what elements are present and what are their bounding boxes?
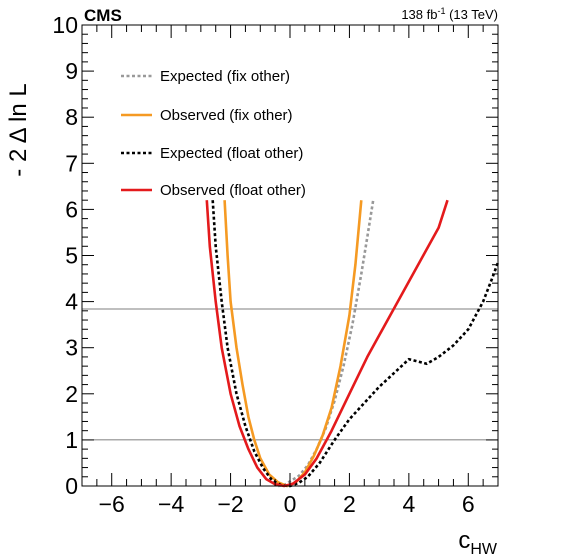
x-tick-label: 4 <box>402 491 415 517</box>
x-tick-label: 2 <box>343 491 356 517</box>
legend-label-3: Observed (float other) <box>160 182 306 199</box>
reference-lines <box>82 308 498 441</box>
y-tick-label: 0 <box>65 473 78 499</box>
lumi-exponent: -1 <box>437 6 445 16</box>
lumi-value: 138 fb <box>401 7 437 22</box>
y-tick-label: 10 <box>52 12 78 38</box>
experiment-label: CMS <box>84 6 122 25</box>
x-tick-label: 0 <box>284 491 297 517</box>
y-tick-label: 9 <box>65 58 78 84</box>
legend: Expected (fix other) Observed (fix other)… <box>121 68 306 199</box>
x-axis-title-main: c <box>458 527 470 554</box>
legend-label-0: Expected (fix other) <box>160 68 290 85</box>
luminosity-label: 138 fb-1 (13 TeV) <box>401 6 498 22</box>
series-line-3 <box>205 199 449 488</box>
x-axis-title-sub: HW <box>470 541 498 558</box>
plot-background <box>82 25 498 486</box>
x-tick-label: −6 <box>99 491 125 517</box>
y-tick-label: 2 <box>65 381 78 407</box>
y-tick-label: 4 <box>65 289 78 315</box>
legend-label-1: Observed (fix other) <box>160 107 293 124</box>
y-axis-ticks: 0 1 2 3 4 5 6 7 8 9 10 <box>52 12 498 499</box>
x-tick-label: 6 <box>462 491 475 517</box>
legend-label-2: Expected (float other) <box>160 145 303 162</box>
y-axis-title: - 2 Δ ln L <box>5 83 32 176</box>
lumi-energy: (13 TeV) <box>445 7 498 22</box>
x-axis-ticks: −6 −4 −2 0 2 4 6 <box>81 25 499 517</box>
y-tick-label: 1 <box>65 427 78 453</box>
series-line-1 <box>223 200 363 488</box>
x-tick-label: −4 <box>158 491 184 517</box>
x-axis-title: cHW <box>458 527 498 558</box>
x-tick-label: −2 <box>217 491 243 517</box>
y-tick-label: 6 <box>65 196 78 222</box>
y-tick-label: 8 <box>65 104 78 130</box>
y-tick-label: 7 <box>65 150 78 176</box>
y-tick-label: 3 <box>65 335 78 361</box>
y-tick-label: 5 <box>65 243 78 269</box>
